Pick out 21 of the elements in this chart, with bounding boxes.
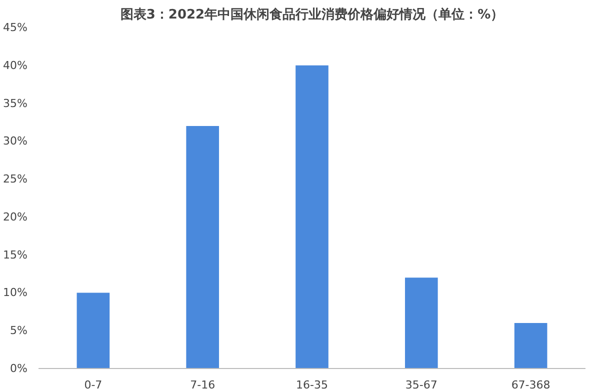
y-tick-label: 25% [3,172,28,186]
bar [186,126,220,368]
x-tick-label: 16-35 [296,378,328,391]
x-tick-label: 7-16 [190,378,216,391]
bar [76,292,110,368]
y-tick-label: 15% [3,248,28,262]
y-tick-label: 35% [3,96,28,110]
chart-title: 图表3：2022年中国休闲食品行业消费价格偏好情况（单位：%） [120,6,504,22]
bar [514,323,548,368]
y-tick-label: 40% [3,58,28,72]
y-tick-label: 0% [10,362,28,375]
x-tick-label: 67-368 [511,378,550,391]
y-tick-label: 20% [3,210,28,224]
bar [404,278,438,368]
x-tick-label: 35-67 [405,378,438,391]
y-tick-label: 45% [3,21,28,34]
bar [296,65,328,368]
y-tick-label: 10% [3,286,28,300]
y-tick-label: 5% [10,324,28,338]
x-tick-label: 0-7 [84,378,102,391]
y-tick-label: 30% [3,134,28,148]
